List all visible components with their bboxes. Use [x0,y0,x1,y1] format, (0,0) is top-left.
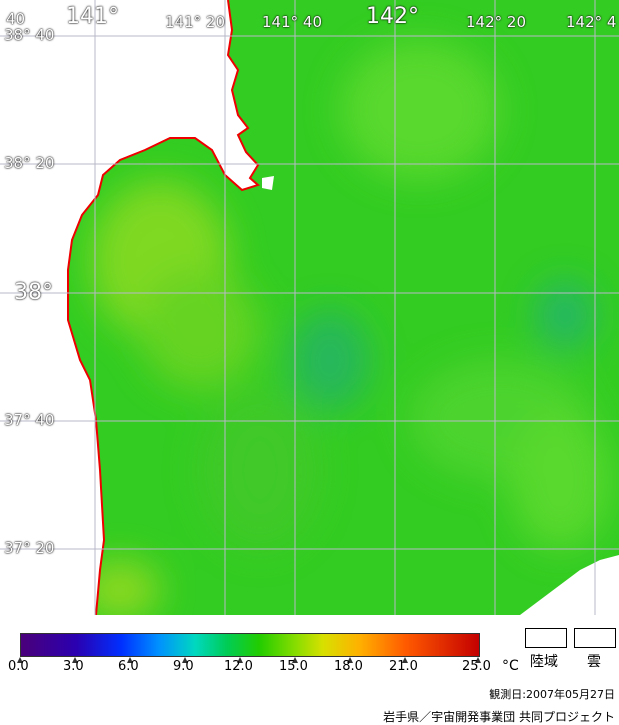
cloud-legend-swatch [574,628,616,648]
lon-label-40: 40 [6,10,26,28]
colorbar-tick [127,657,133,663]
colorbar-tick-label: 9.0 [173,659,194,674]
credit-text: 岩手県／宇宙開発事業団 共同プロジェクト [383,710,615,724]
cloud-area [520,555,619,615]
colorbar-tick [402,657,408,663]
lat-label-38-20: 38° 20 [4,154,55,172]
colorbar-tick [347,657,353,663]
lat-label-38: 38° [14,280,53,305]
colorbar-tick [475,657,481,663]
coastline [67,0,261,615]
colorbar-tick-label: 6.0 [118,659,139,674]
lon-label-142-4: 142° 4 [566,13,617,31]
colorbar-tick [237,657,243,663]
colorbar-tick [292,657,298,663]
colorbar-tick-label: 18.0 [334,659,363,674]
colorbar-tick-label: 3.0 [63,659,84,674]
land-legend-label: 陸域 [530,654,558,670]
colorbar-tick-label: 12.0 [224,659,253,674]
sea-surface-temperature-map [0,0,619,615]
lon-label-141: 141° [66,4,119,29]
observation-date: 観測日:2007年05月27日 [489,688,615,701]
lon-label-142-20: 142° 20 [466,13,526,31]
land-area [0,0,258,615]
colorbar-tick [17,657,23,663]
colorbar-tick-label: 15.0 [279,659,308,674]
colorbar-tick-label: 0.0 [8,659,29,674]
colorbar-tick [72,657,78,663]
lon-label-142: 142° [366,4,419,29]
lon-label-141-20: 141° 20 [165,13,225,31]
colorbar-tick-label: 25.0 [462,659,491,674]
land-legend-swatch [525,628,567,648]
lat-label-38-40: 38° 40 [4,26,55,44]
lat-label-37-20: 37° 20 [4,539,55,557]
lon-label-141-40: 141° 40 [262,13,322,31]
temperature-colorbar [20,633,480,657]
colorbar-tick [182,657,188,663]
cloud-legend-label: 雲 [587,654,601,670]
lat-label-37-40: 37° 40 [4,411,55,429]
colorbar-tick-label: 21.0 [389,659,418,674]
temperature-unit: °C [502,658,519,674]
